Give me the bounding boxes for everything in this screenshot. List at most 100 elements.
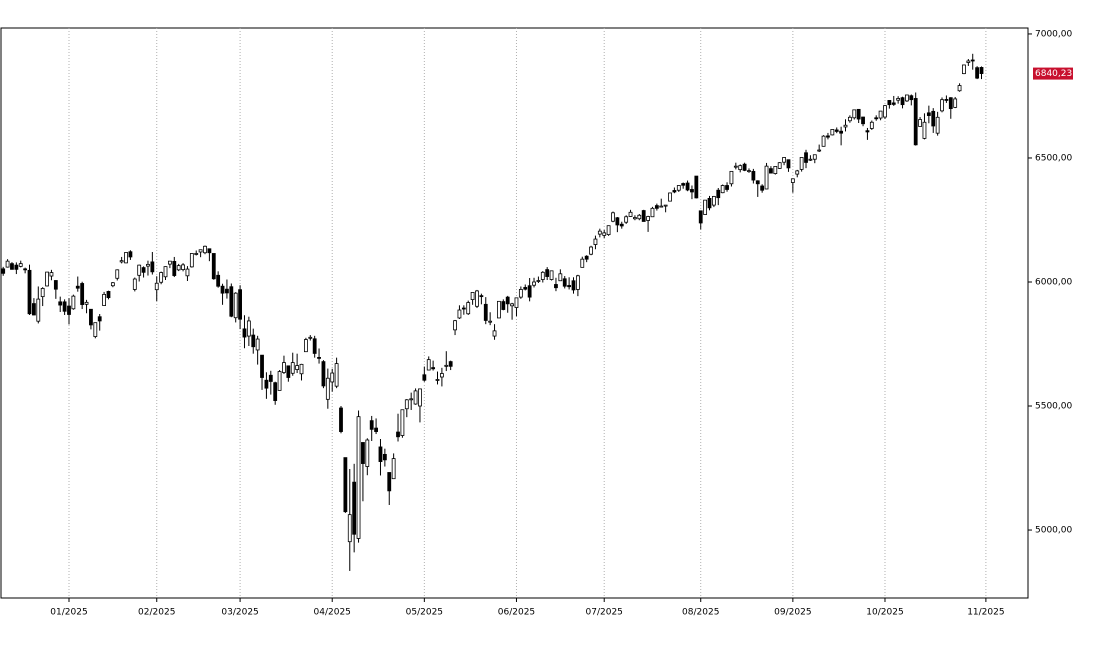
- candle-body: [189, 253, 194, 268]
- candle-body: [966, 60, 971, 63]
- candle-body: [589, 246, 593, 255]
- candle-body: [97, 316, 102, 322]
- candle-body: [843, 124, 848, 128]
- candle-body: [159, 272, 164, 283]
- candle-body: [264, 379, 269, 389]
- candle-body: [733, 165, 738, 168]
- candle-body: [268, 374, 273, 382]
- candle-body: [865, 130, 870, 133]
- candle-body: [286, 365, 291, 378]
- x-tick-label: 05/2025: [406, 608, 443, 618]
- candle-body: [457, 309, 462, 319]
- candle-body: [18, 263, 23, 267]
- candle-body: [672, 190, 677, 193]
- candle-body: [352, 481, 357, 535]
- candle-body: [325, 377, 330, 400]
- candle-body: [303, 339, 308, 353]
- y-tick-label: 5500,00: [1035, 402, 1072, 412]
- x-tick-label: 07/2025: [586, 608, 623, 618]
- candle-body: [163, 266, 168, 278]
- x-tick-label: 08/2025: [682, 608, 719, 618]
- candle-body: [207, 248, 212, 254]
- candle-body: [856, 108, 861, 120]
- candle-body: [940, 99, 944, 112]
- candle-body: [826, 135, 830, 138]
- candle-body: [619, 223, 624, 227]
- candle-body: [146, 263, 150, 267]
- candle-body: [532, 281, 536, 286]
- y-tick-label: 6500,00: [1035, 153, 1072, 163]
- candle-body: [527, 285, 532, 298]
- candle-body: [711, 196, 716, 206]
- candle-body: [483, 303, 488, 321]
- candle-body: [694, 175, 699, 199]
- candle-body: [580, 258, 585, 268]
- candle-body: [703, 199, 708, 215]
- candle-body: [729, 170, 734, 185]
- candle-body: [492, 330, 497, 337]
- candle-body: [558, 273, 563, 282]
- candle-body: [812, 154, 817, 160]
- candle-body: [404, 399, 409, 410]
- candle-body: [365, 439, 370, 467]
- candle-body: [720, 185, 725, 194]
- candle-body: [89, 308, 93, 326]
- candle-body: [593, 238, 598, 245]
- candle-body: [14, 264, 19, 270]
- candle-body: [168, 260, 172, 265]
- candle-body: [396, 431, 400, 438]
- candle-body: [869, 121, 874, 129]
- candle-body: [953, 98, 958, 108]
- candle-body: [633, 217, 637, 220]
- candle-body: [251, 334, 256, 348]
- candle-body: [374, 427, 378, 432]
- candle-body: [808, 158, 813, 161]
- last-price-label: 6840,23: [1035, 69, 1072, 79]
- candle-body: [62, 301, 67, 312]
- candle-body: [790, 178, 795, 183]
- candle-body: [497, 300, 501, 319]
- candle-body: [861, 116, 865, 125]
- x-tick-label: 09/2025: [774, 608, 811, 618]
- candle-body: [312, 338, 317, 354]
- candle-body: [751, 170, 756, 181]
- candle-body: [444, 364, 449, 367]
- candle-body: [540, 271, 545, 280]
- candle-body: [413, 390, 418, 405]
- candle-body: [75, 285, 80, 289]
- candle-body: [769, 168, 773, 174]
- candle-body: [382, 453, 387, 461]
- candle-body: [84, 301, 89, 305]
- candle-body: [36, 298, 41, 322]
- candle-body: [685, 182, 690, 191]
- candle-body: [918, 119, 922, 127]
- candle-body: [150, 261, 155, 273]
- candle-body: [343, 457, 348, 513]
- candle-body: [615, 217, 620, 226]
- candle-body: [23, 268, 28, 271]
- candle-body: [448, 361, 453, 367]
- candle-body: [650, 207, 655, 218]
- candle-body: [567, 285, 572, 288]
- candle-body: [830, 129, 835, 136]
- candle-body: [339, 407, 343, 432]
- candle-body: [698, 210, 703, 224]
- candle-body: [32, 303, 36, 316]
- candle-body: [922, 121, 927, 139]
- candle-body: [194, 253, 199, 255]
- candle-body: [321, 361, 326, 387]
- candle-body: [238, 289, 242, 320]
- candle-body: [760, 185, 765, 191]
- candle-body: [795, 170, 800, 175]
- candle-body: [53, 280, 58, 290]
- candle-body: [896, 98, 901, 101]
- candle-body: [935, 116, 940, 134]
- candle-body: [545, 269, 550, 277]
- candle-body: [817, 149, 822, 152]
- candle-body: [391, 458, 396, 480]
- plot-frame: [0, 27, 1029, 599]
- candle-body: [422, 374, 427, 381]
- candle-body: [453, 320, 457, 331]
- candle-body: [378, 446, 383, 462]
